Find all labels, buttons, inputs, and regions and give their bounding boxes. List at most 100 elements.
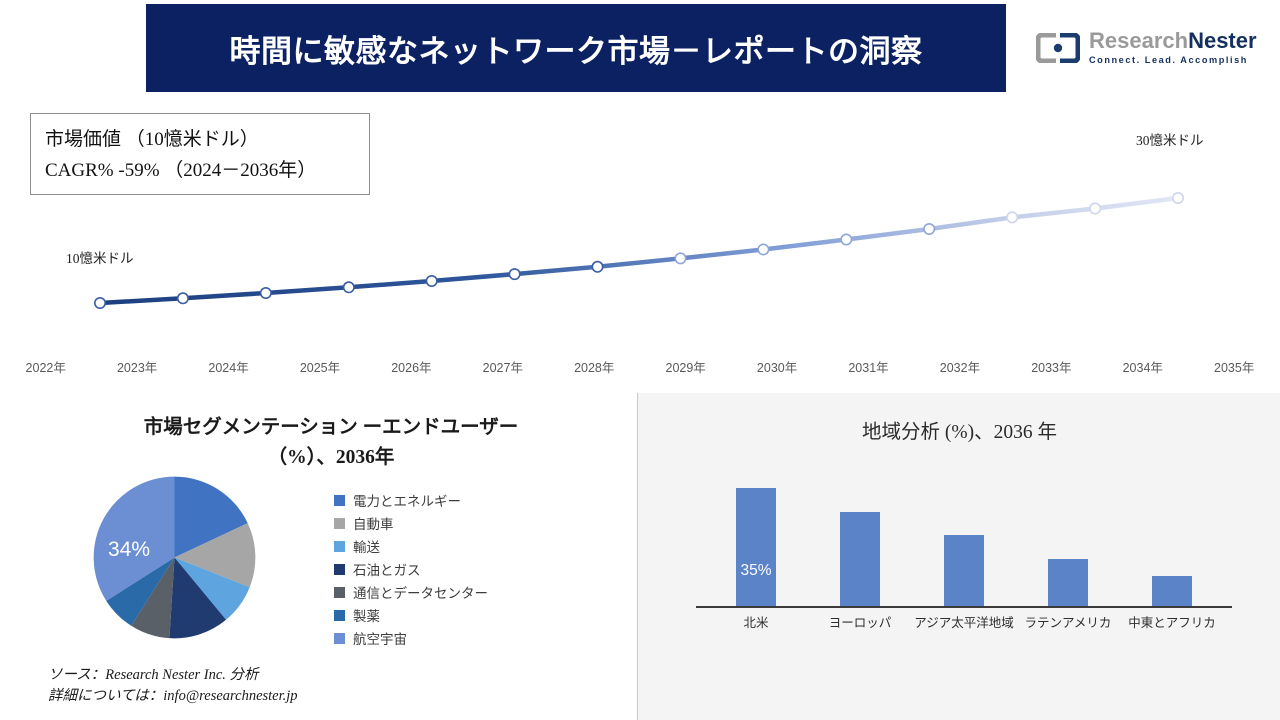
pie-highlight-value: 34% — [108, 538, 151, 561]
bar[interactable]: 35% — [736, 487, 776, 606]
pie-slice — [169, 557, 227, 639]
header-bar: 時間に敏感なネットワーク市場－レポートの洞察 — [146, 4, 1006, 92]
line-data-point — [176, 292, 189, 305]
legend-swatch-icon — [334, 517, 345, 529]
segmentation-pie-chart: 34% — [82, 475, 267, 640]
regional-analysis-title: 地域分析 (%)、2036 年 — [862, 422, 1057, 443]
line-data-point — [342, 281, 355, 294]
segmentation-panel: 市場セグメンテーション ーエンドユーザー （%）、2036年 34% 電力とエネ… — [0, 393, 632, 720]
pie-slice — [174, 523, 256, 588]
legend-swatch-icon — [334, 609, 345, 621]
legend-item[interactable]: 輸送 — [334, 536, 488, 556]
legend-label: 自動車 — [353, 517, 394, 532]
footer-contact: 詳細については：info@researchnester.jp — [48, 688, 298, 705]
legend-item[interactable]: 自動車 — [334, 513, 488, 533]
pie-legend: 電力とエネルギー 自動車輸送石油とガス通信とデータセンター 製薬航空宇宙 — [334, 490, 488, 648]
line-data-point — [840, 233, 853, 246]
bar-column — [912, 471, 1016, 606]
legend-swatch-icon — [334, 540, 345, 552]
legend-item[interactable]: 航空宇宙 — [334, 628, 488, 648]
legend-swatch-icon — [334, 586, 345, 598]
line-data-point — [508, 268, 521, 281]
line-data-point — [1089, 202, 1102, 215]
line-x-tick: 2025年 — [299, 361, 341, 375]
legend-label: 石油とガス — [353, 563, 421, 578]
line-data-point — [757, 243, 770, 256]
line-end-label: 30憶米ドル — [1136, 133, 1204, 148]
bar[interactable] — [1048, 558, 1088, 606]
pie-slice — [174, 557, 250, 620]
line-data-point — [1172, 192, 1185, 205]
logo-tagline: Connect. Lead. Accomplish — [1089, 55, 1248, 66]
legend-label: 通信とデータセンター — [353, 586, 488, 601]
line-data-point — [674, 252, 687, 265]
line-x-tick: 2027年 — [482, 361, 523, 375]
legend-swatch-icon — [334, 494, 345, 506]
pie-slice — [131, 557, 175, 639]
bar-x-tick: 北米 — [743, 616, 769, 630]
bar[interactable] — [944, 535, 984, 606]
bar-chart-x-axis: 北米 ヨーロッパ アジア太平洋地域 ラテンアメリカ 中東とアフリカ — [704, 612, 1224, 634]
segmentation-title-line2: （%）、2036年 — [267, 447, 395, 469]
footer-note: ソース：Research Nester Inc. 分析 詳細については：info… — [48, 665, 298, 708]
regional-analysis-panel: 地域分析 (%)、2036 年 35% 北米 ヨーロッパ アジア太平洋地域 ラテンアメ… — [637, 393, 1280, 720]
line-x-tick: 2023年 — [116, 361, 158, 375]
bar-value-label: 35% — [740, 562, 772, 579]
pie-svg — [93, 476, 256, 639]
logo-word-research: Research — [1089, 28, 1189, 54]
market-value-line-chart: 10憶米ドル 30憶米ドル 2022年 2023年 2024年 2025年 2026年 2… — [0, 92, 1280, 392]
line-x-tick: 2028年 — [574, 361, 615, 375]
cagr-line: CAGR% -59% （2024－2036年） — [45, 159, 317, 181]
line-data-point — [923, 223, 936, 236]
legend-item[interactable]: 通信とデータセンター — [334, 582, 488, 602]
line-x-tick: 2022年 — [25, 361, 66, 375]
bar[interactable] — [1152, 575, 1192, 606]
bar[interactable] — [840, 511, 880, 606]
footer-source: ソース：Research Nester Inc. 分析 — [48, 667, 259, 683]
bottom-section: 市場セグメンテーション ーエンドユーザー （%）、2036年 34% 電力とエネ… — [0, 393, 1280, 720]
bar-x-tick: アジア太平洋地域 — [914, 616, 1014, 630]
line-x-tick: 2026年 — [391, 361, 432, 375]
bar-column — [808, 471, 912, 606]
logo-word-nester: Nester — [1188, 28, 1257, 54]
line-x-tick: 2029年 — [665, 361, 706, 375]
logo-bracket-icon — [1035, 32, 1081, 64]
logo-text: ResearchNester Connect. Lead. Accomplish — [1089, 30, 1257, 65]
line-chart-x-axis: 2022年 2023年 2024年 2025年 2026年 2027年 2028年 2029年… — [0, 357, 1280, 381]
legend-label: 電力とエネルギー — [353, 494, 461, 509]
line-start-label: 10憶米ドル — [66, 251, 134, 266]
line-chart-svg — [94, 192, 1185, 310]
line-x-tick: 2031年 — [848, 361, 889, 375]
legend-label: 製薬 — [353, 609, 380, 624]
market-value-box: 市場価値 （10憶米ドル） CAGR% -59% （2024－2036年） — [30, 113, 370, 195]
regional-bar-plot: 35% — [704, 471, 1224, 606]
bar-x-tick: ヨーロッパ — [828, 616, 892, 630]
line-x-tick: 2034年 — [1122, 361, 1163, 375]
pie-slice — [106, 557, 175, 626]
segmentation-title-line1: 市場セグメンテーション ーエンドユーザー — [143, 417, 519, 438]
line-x-tick: 2024年 — [208, 361, 249, 375]
logo-wordmark: ResearchNester — [1089, 30, 1257, 52]
legend-item[interactable]: 電力とエネルギー — [334, 490, 488, 510]
bar-axis-line — [696, 606, 1232, 608]
legend-item[interactable]: 石油とガス — [334, 559, 488, 579]
line-x-tick: 2035年 — [1214, 361, 1255, 375]
line-x-tick: 2032年 — [939, 361, 981, 375]
line-data-point — [94, 297, 107, 310]
legend-item[interactable]: 製薬 — [334, 605, 488, 625]
line-data-point — [425, 275, 438, 288]
pie-slice — [93, 476, 175, 601]
legend-swatch-icon — [334, 632, 345, 644]
legend-label: 航空宇宙 — [353, 632, 407, 647]
bar-column — [1016, 471, 1120, 606]
line-data-point — [1006, 211, 1019, 224]
line-x-tick: 2030年 — [756, 361, 798, 375]
line-data-point — [591, 260, 604, 273]
segmentation-title: 市場セグメンテーション ーエンドユーザー （%）、2036年 — [96, 413, 566, 474]
legend-label: 輸送 — [353, 540, 380, 555]
line-data-point — [259, 287, 272, 300]
bar-column — [1120, 471, 1224, 606]
bar-x-tick: ラテンアメリカ — [1024, 616, 1112, 630]
pie-slice — [174, 476, 248, 558]
